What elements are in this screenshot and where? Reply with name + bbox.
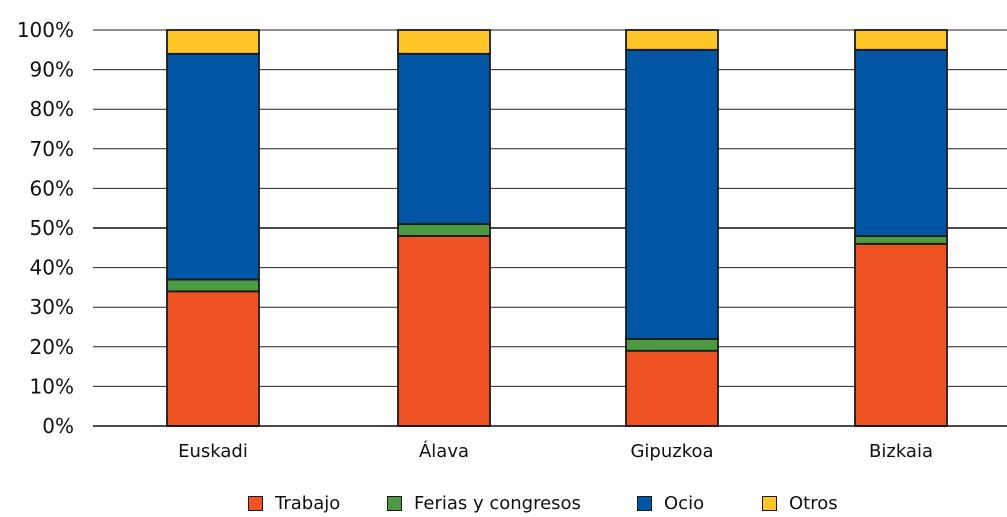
legend: Trabajo Ferias y congresos Ocio Otros [0, 493, 1007, 517]
bar-segment-ocio [166, 52, 260, 281]
bar-segment-trabajo [854, 242, 948, 427]
bar-segment-otros [166, 29, 260, 55]
bar-segment-otros [854, 29, 948, 51]
y-axis: 0% 10% 20% 30% 40% 50% 60% 70% 80% 90% 100% [17, 18, 74, 438]
x-axis: Euskadi Álava Gipuzkoa Bizkaia [93, 425, 1007, 462]
legend-item: Trabajo [248, 493, 340, 514]
legend-swatch [248, 496, 263, 511]
bar-segment-otros [625, 29, 719, 51]
y-tick-label: 100% [17, 18, 74, 42]
legend-item: Otros [762, 493, 838, 514]
x-category-label: Euskadi [178, 441, 248, 462]
y-tick-label: 80% [30, 97, 74, 121]
legend-label: Ferias y congresos [414, 493, 581, 514]
x-category-label: Gipuzkoa [630, 441, 713, 462]
y-tick-label: 30% [30, 295, 74, 319]
bar-segment-trabajo [625, 349, 719, 427]
bar-segment-ocio [625, 48, 719, 340]
bar-segment-trabajo [166, 290, 260, 427]
x-category-label: Álava [419, 440, 469, 462]
legend-swatch [637, 496, 652, 511]
bar-segment-ocio [854, 48, 948, 237]
bar-segment-ferias-y-congresos [166, 278, 260, 293]
legend-item: Ferias y congresos [387, 493, 581, 514]
legend-swatch [762, 496, 777, 511]
y-tick-label: 20% [30, 335, 74, 359]
legend-item: Ocio [637, 493, 704, 514]
legend-swatch [387, 496, 402, 511]
bar-segment-ferias-y-congresos [625, 337, 719, 352]
stacked-bar-chart: 0% 10% 20% 30% 40% 50% 60% 70% 80% 90% 100% Euskad… [17, 18, 1007, 462]
y-tick-label: 60% [30, 176, 74, 200]
legend-label: Ocio [664, 493, 705, 514]
y-tick-label: 90% [30, 58, 74, 82]
bars [166, 29, 948, 427]
bar-segment-ferias-y-congresos [397, 223, 491, 237]
y-tick-label: 40% [30, 256, 74, 280]
bar-segment-trabajo [397, 235, 491, 427]
y-tick-label: 10% [30, 374, 74, 398]
bar-segment-ferias-y-congresos [854, 235, 948, 245]
legend-label: Otros [789, 493, 838, 514]
bar-segment-ocio [397, 52, 491, 225]
y-tick-label: 0% [42, 414, 74, 438]
x-category-label: Bizkaia [869, 441, 933, 462]
y-tick-label: 50% [30, 216, 74, 240]
y-tick-label: 70% [30, 137, 74, 161]
bar-segment-otros [397, 29, 491, 55]
legend-label: Trabajo [275, 493, 341, 514]
